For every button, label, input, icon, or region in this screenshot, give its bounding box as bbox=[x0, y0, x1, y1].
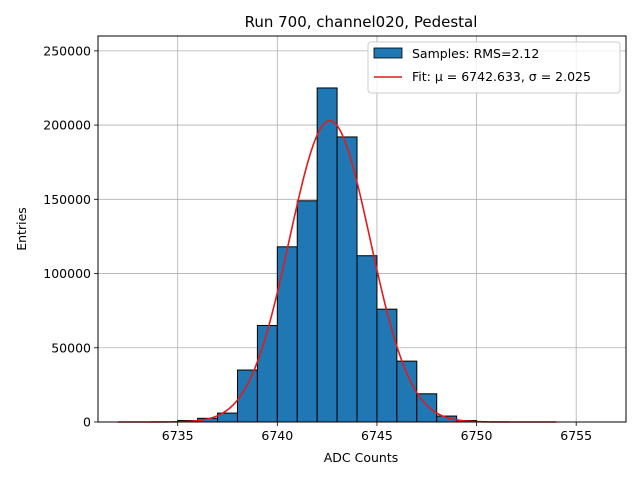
y-tick-label: 200000 bbox=[43, 118, 91, 133]
y-tick-label: 0 bbox=[83, 415, 91, 430]
x-axis-ticks: 6735 6740 6745 6750 6755 bbox=[162, 422, 592, 443]
y-tick-label: 50000 bbox=[51, 340, 91, 355]
histogram-bar bbox=[256, 325, 278, 423]
x-tick-label: 6735 bbox=[162, 428, 194, 443]
y-tick-label: 150000 bbox=[43, 192, 91, 207]
legend-fit-label: Fit: μ = 6742.633, σ = 2.025 bbox=[412, 69, 591, 84]
histogram-bars bbox=[177, 87, 478, 423]
y-tick-label: 100000 bbox=[43, 266, 91, 281]
y-axis-ticks: 0 50000 100000 150000 200000 250000 bbox=[43, 43, 98, 430]
histogram-bar bbox=[376, 308, 398, 423]
histogram-bar bbox=[276, 246, 298, 423]
histogram-bar bbox=[396, 360, 418, 423]
x-tick-label: 6745 bbox=[361, 428, 393, 443]
x-axis-label: ADC Counts bbox=[324, 450, 399, 465]
y-axis-label: Entries bbox=[14, 207, 29, 251]
legend-histogram-swatch bbox=[373, 47, 403, 59]
x-tick-label: 6740 bbox=[261, 428, 293, 443]
legend-box bbox=[367, 41, 621, 94]
histogram-bar bbox=[336, 136, 358, 423]
x-tick-label: 6755 bbox=[560, 428, 592, 443]
legend-histogram-label: Samples: RMS=2.12 bbox=[412, 46, 539, 61]
plot-frame bbox=[97, 35, 627, 423]
y-tick-label: 250000 bbox=[43, 43, 91, 58]
histogram-bar bbox=[296, 200, 318, 423]
chart-title: Run 700, channel020, Pedestal bbox=[245, 13, 478, 31]
x-tick-label: 6750 bbox=[461, 428, 493, 443]
histogram-bar bbox=[356, 255, 378, 423]
histogram-bar bbox=[316, 87, 338, 423]
legend: Samples: RMS=2.12 Fit: μ = 6742.633, σ =… bbox=[367, 41, 621, 94]
